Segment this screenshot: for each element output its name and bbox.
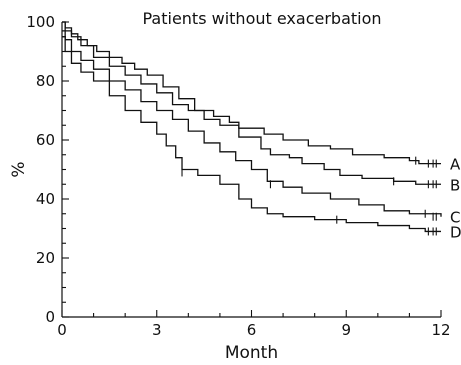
x-tick-label: 0 [57, 321, 67, 339]
axis-ticks: 0 20 40 60 80 100 0 3 6 9 12 [26, 13, 450, 339]
series-line-a [62, 21, 441, 165]
series-label-b: B [450, 176, 460, 194]
series-label-d: D [450, 223, 461, 241]
series-c: C [62, 30, 460, 227]
series-a: A [62, 21, 461, 174]
series-label-c: C [450, 209, 460, 227]
x-tick-label: 12 [431, 321, 450, 339]
series-d: D [62, 36, 461, 241]
series-b: B [62, 21, 460, 194]
series-line-c [62, 30, 442, 217]
y-tick-label: 100 [26, 13, 55, 31]
chart-title: Patients without exacerbation [142, 9, 381, 28]
series-line-d [62, 36, 441, 233]
y-tick-label: 60 [36, 131, 55, 149]
y-tick-label: 80 [36, 72, 55, 90]
y-axis-title: % [9, 161, 29, 177]
series-label-a: A [450, 156, 461, 174]
y-tick-label: 40 [36, 190, 55, 208]
series-line-b [62, 21, 441, 185]
x-tick-label: 6 [247, 321, 257, 339]
x-axis-title: Month [225, 343, 278, 363]
y-tick-label: 0 [45, 308, 55, 326]
y-tick-label: 20 [36, 249, 55, 267]
x-tick-label: 9 [341, 321, 351, 339]
x-tick-label: 3 [152, 321, 162, 339]
